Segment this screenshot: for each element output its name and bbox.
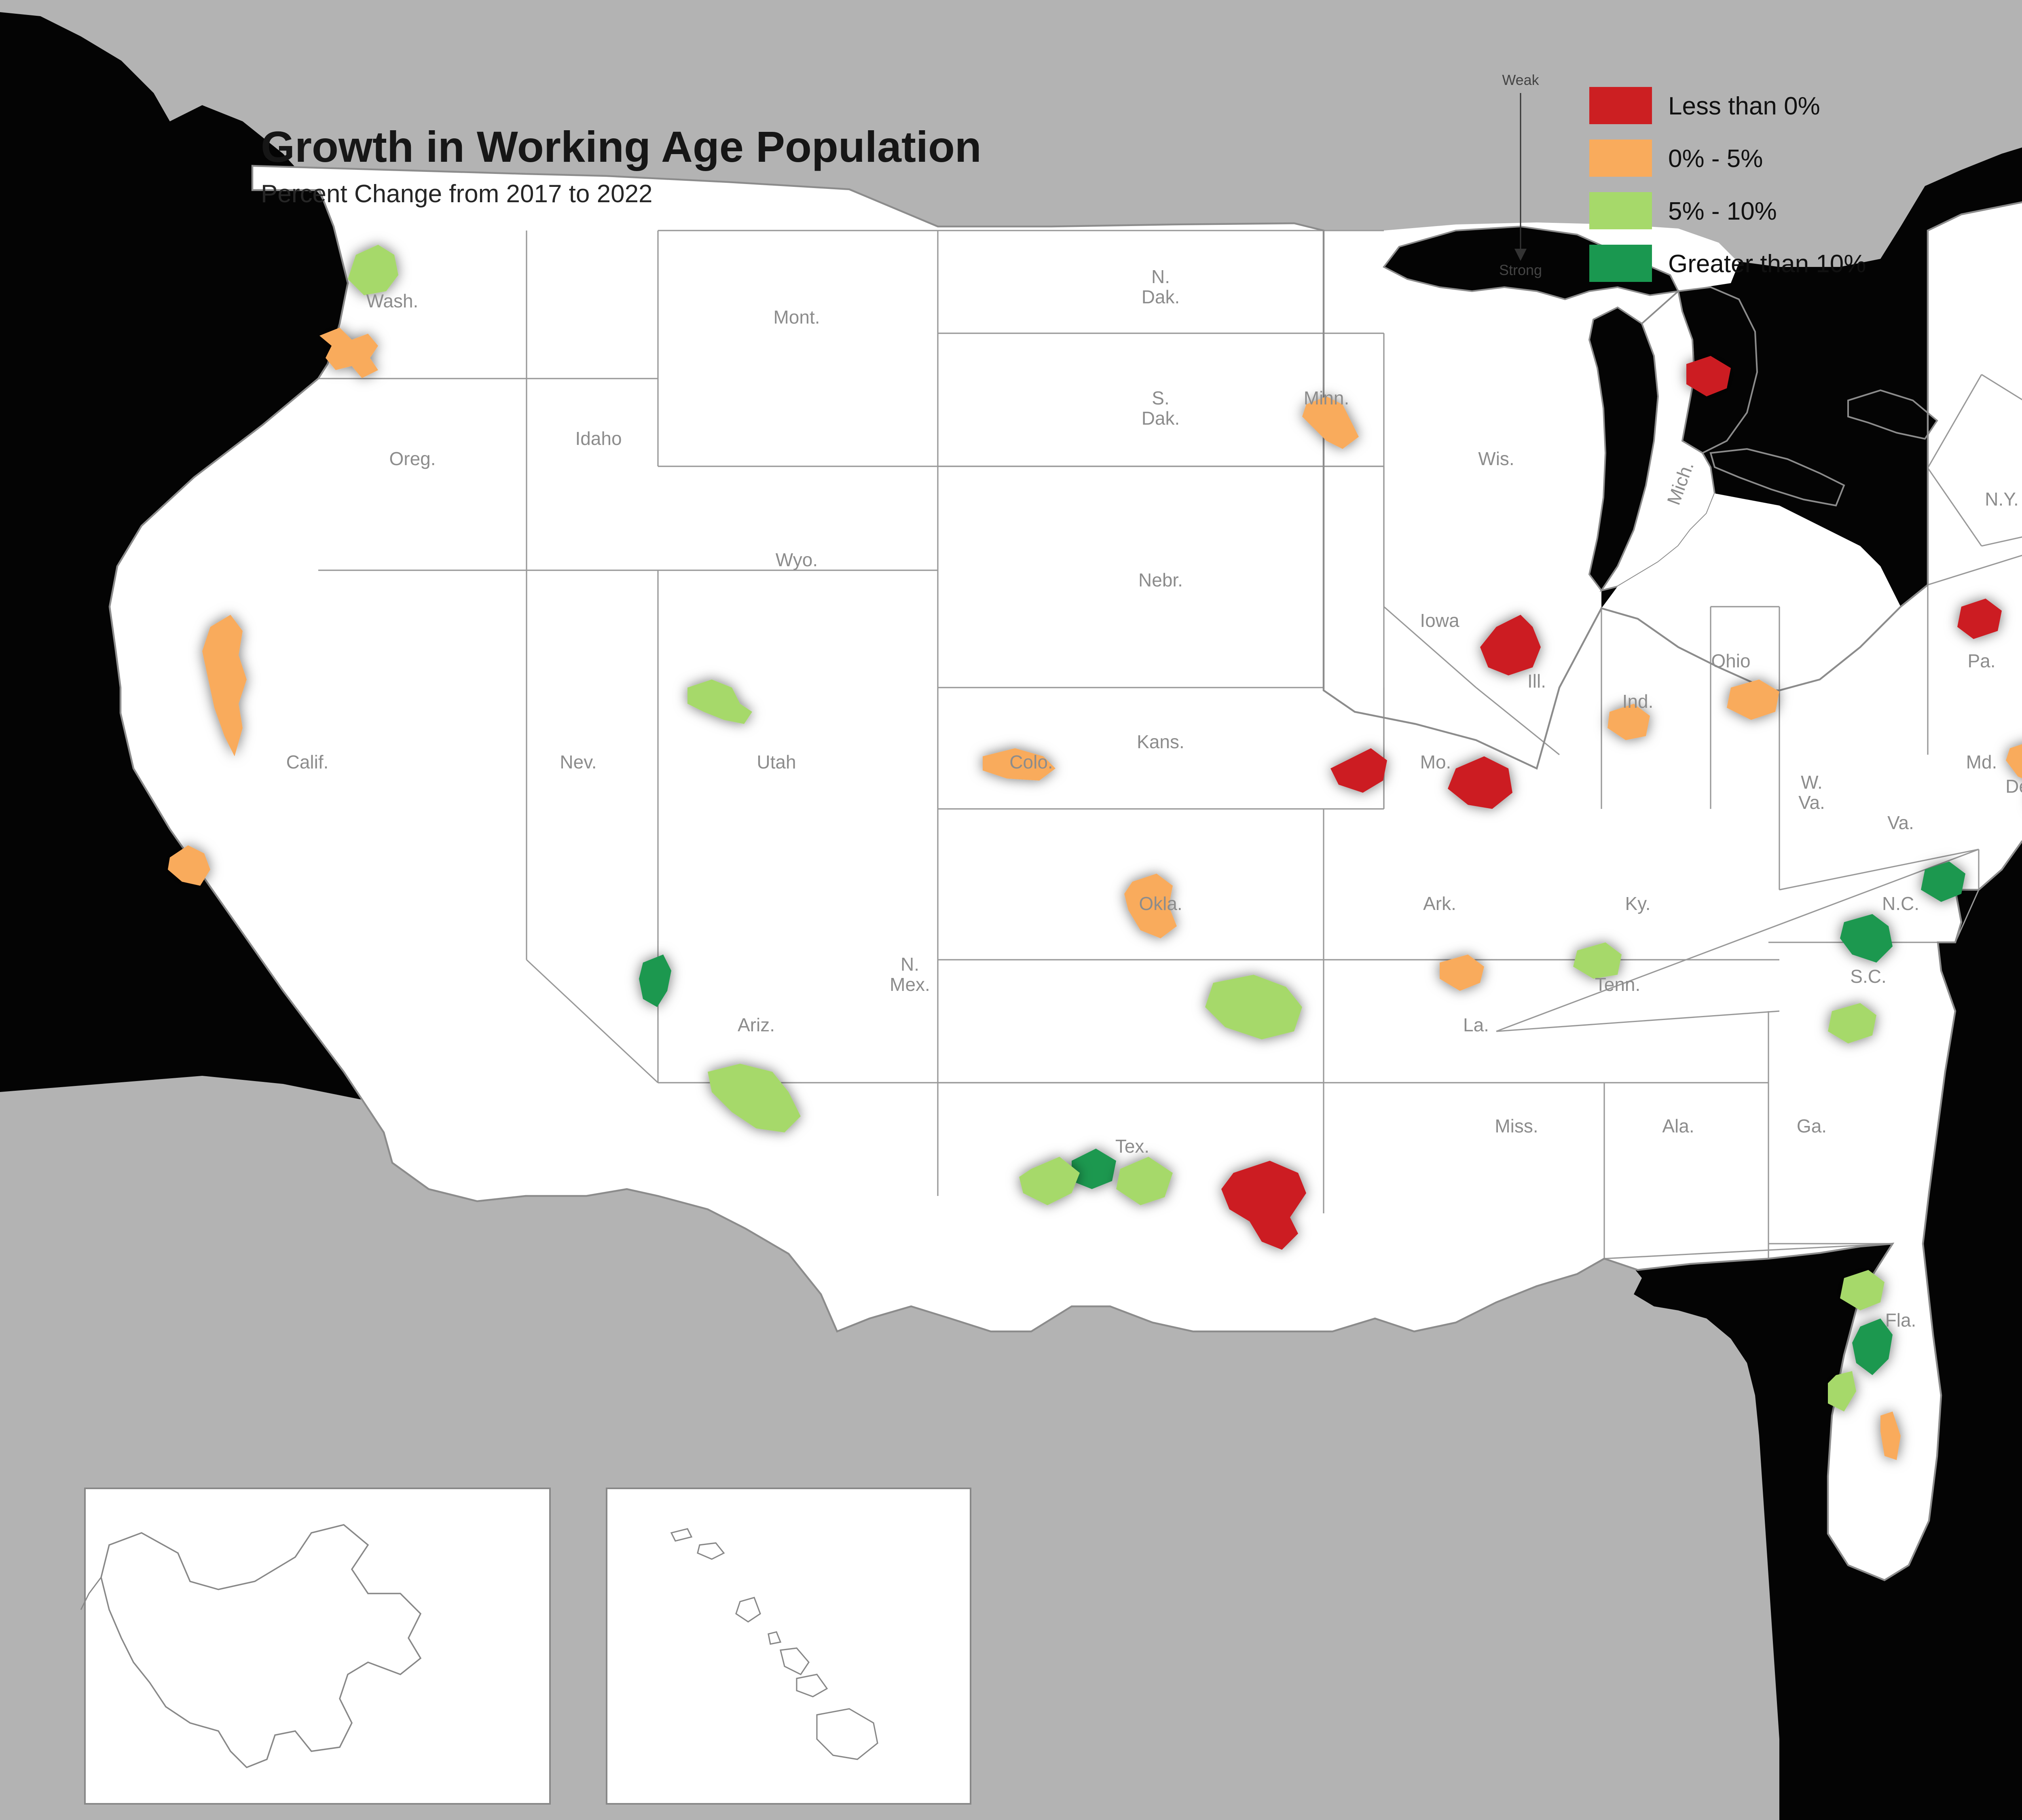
- svg-text:Okla.: Okla.: [1139, 893, 1182, 914]
- svg-text:Miss.: Miss.: [1495, 1115, 1538, 1136]
- svg-text:Nebr.: Nebr.: [1138, 569, 1183, 590]
- svg-text:Mont.: Mont.: [773, 307, 820, 328]
- svg-text:Tex.: Tex.: [1115, 1136, 1149, 1157]
- svg-text:Ind.: Ind.: [1622, 691, 1654, 712]
- svg-text:Colo.: Colo.: [1009, 751, 1053, 772]
- svg-text:0% - 5%: 0% - 5%: [1668, 145, 1763, 173]
- svg-text:Minn.: Minn.: [1304, 387, 1349, 408]
- svg-text:N.C.: N.C.: [1882, 893, 1919, 914]
- svg-text:W.Va.: W. Va.: [1798, 772, 1825, 813]
- svg-text:Growth in Working Age Populati: Growth in Working Age Population: [261, 122, 981, 171]
- svg-text:Utah: Utah: [757, 751, 796, 772]
- svg-text:Del.: Del.: [2005, 776, 2022, 797]
- svg-text:Tenn.: Tenn.: [1595, 974, 1641, 995]
- svg-text:La.: La.: [1463, 1014, 1489, 1035]
- svg-text:Less than 0%: Less than 0%: [1668, 92, 1820, 120]
- svg-text:Wis.: Wis.: [1478, 448, 1514, 469]
- svg-text:Ga.: Ga.: [1797, 1115, 1827, 1136]
- svg-text:Calif.: Calif.: [286, 751, 329, 772]
- svg-text:Oreg.: Oreg.: [389, 448, 436, 469]
- svg-text:Ark.: Ark.: [1423, 893, 1456, 914]
- svg-text:Wyo.: Wyo.: [776, 549, 818, 570]
- svg-text:Strong: Strong: [1499, 262, 1542, 278]
- svg-text:Weak: Weak: [1502, 72, 1539, 88]
- svg-text:5% - 10%: 5% - 10%: [1668, 197, 1777, 225]
- svg-text:Ill.: Ill.: [1527, 671, 1546, 692]
- svg-text:S.C.: S.C.: [1850, 966, 1886, 987]
- svg-text:Greater than 10%: Greater than 10%: [1668, 250, 1866, 278]
- svg-text:Ky.: Ky.: [1625, 893, 1650, 914]
- svg-text:Nev.: Nev.: [560, 751, 596, 772]
- svg-text:Va.: Va.: [1887, 812, 1914, 833]
- svg-text:Ariz.: Ariz.: [738, 1014, 775, 1035]
- svg-text:Md.: Md.: [1966, 751, 1997, 772]
- svg-text:Idaho: Idaho: [575, 428, 622, 449]
- svg-text:Wash.: Wash.: [366, 290, 419, 311]
- svg-text:Ala.: Ala.: [1662, 1115, 1694, 1136]
- svg-text:N.Y.: N.Y.: [1985, 489, 2019, 510]
- svg-text:Ohio: Ohio: [1711, 650, 1750, 671]
- svg-text:Percent Change from 2017 to 20: Percent Change from 2017 to 2022: [261, 180, 653, 208]
- svg-text:Mo.: Mo.: [1420, 751, 1451, 772]
- svg-text:Kans.: Kans.: [1137, 731, 1184, 752]
- svg-text:Fla.: Fla.: [1885, 1310, 1916, 1331]
- svg-text:Iowa: Iowa: [1420, 610, 1459, 631]
- svg-text:Pa.: Pa.: [1967, 650, 1995, 671]
